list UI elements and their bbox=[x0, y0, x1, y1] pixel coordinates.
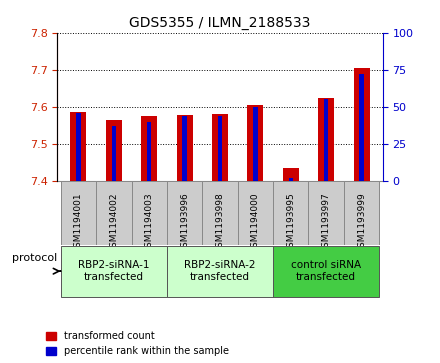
Text: GSM1194000: GSM1194000 bbox=[251, 192, 260, 253]
Bar bbox=[96, 181, 132, 245]
Text: GSM1194001: GSM1194001 bbox=[74, 192, 83, 253]
Bar bbox=[218, 116, 222, 181]
Bar bbox=[289, 178, 293, 181]
Text: GSM1194003: GSM1194003 bbox=[145, 192, 154, 253]
Title: GDS5355 / ILMN_2188533: GDS5355 / ILMN_2188533 bbox=[129, 16, 311, 30]
Bar bbox=[238, 181, 273, 245]
Bar bbox=[106, 120, 122, 181]
Bar bbox=[176, 115, 193, 181]
Text: GSM1193997: GSM1193997 bbox=[322, 192, 331, 253]
Bar bbox=[212, 114, 228, 181]
Bar bbox=[70, 113, 86, 181]
Bar bbox=[61, 246, 167, 297]
Text: RBP2-siRNA-2
transfected: RBP2-siRNA-2 transfected bbox=[184, 260, 256, 282]
Text: GSM1194002: GSM1194002 bbox=[109, 192, 118, 253]
Bar bbox=[183, 116, 187, 181]
Bar bbox=[359, 74, 364, 181]
Bar bbox=[61, 181, 96, 245]
Bar bbox=[283, 168, 299, 181]
Text: GSM1193995: GSM1193995 bbox=[286, 192, 295, 253]
Bar bbox=[141, 116, 157, 181]
Bar bbox=[147, 122, 151, 181]
Bar bbox=[308, 181, 344, 245]
Text: GSM1193998: GSM1193998 bbox=[216, 192, 224, 253]
Bar bbox=[112, 126, 116, 181]
Bar bbox=[273, 181, 308, 245]
Bar bbox=[318, 98, 334, 181]
Legend: transformed count, percentile rank within the sample: transformed count, percentile rank withi… bbox=[44, 329, 231, 358]
Bar bbox=[202, 181, 238, 245]
Text: GSM1193999: GSM1193999 bbox=[357, 192, 366, 253]
Bar bbox=[344, 181, 379, 245]
Text: RBP2-siRNA-1
transfected: RBP2-siRNA-1 transfected bbox=[78, 260, 150, 282]
Bar bbox=[76, 113, 81, 181]
Text: GSM1193996: GSM1193996 bbox=[180, 192, 189, 253]
Bar bbox=[324, 99, 328, 181]
Bar bbox=[253, 107, 257, 181]
Text: control siRNA
transfected: control siRNA transfected bbox=[291, 260, 361, 282]
Bar bbox=[273, 246, 379, 297]
Text: protocol: protocol bbox=[12, 253, 57, 263]
Bar bbox=[354, 68, 370, 181]
Bar bbox=[247, 105, 264, 181]
Bar bbox=[167, 181, 202, 245]
Bar bbox=[132, 181, 167, 245]
Bar bbox=[167, 246, 273, 297]
